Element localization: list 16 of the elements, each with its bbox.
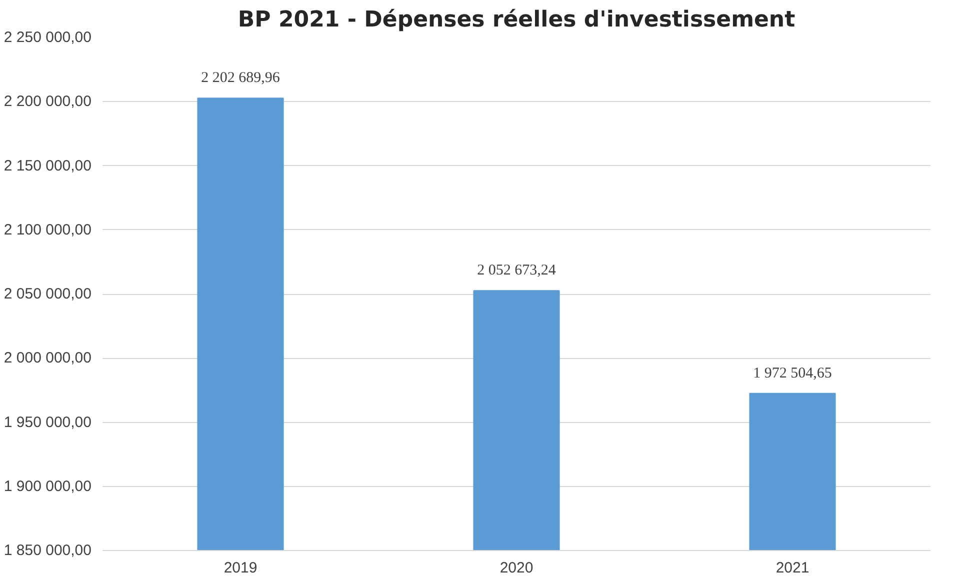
y-tick-label: 2 150 000,00 bbox=[4, 157, 92, 174]
x-tick-label: 2020 bbox=[500, 560, 534, 576]
chart-title: BP 2021 - Dépenses réelles d'investissement bbox=[238, 8, 796, 32]
y-tick-label: 2 200 000,00 bbox=[4, 93, 92, 110]
data-label: 1 972 504,65 bbox=[753, 365, 832, 382]
x-tick-label: 2019 bbox=[224, 560, 258, 576]
y-tick-label: 1 950 000,00 bbox=[4, 414, 92, 431]
y-tick-label: 2 000 000,00 bbox=[4, 350, 92, 367]
y-tick-label: 1 850 000,00 bbox=[4, 542, 92, 559]
y-tick-label: 2 050 000,00 bbox=[4, 286, 92, 302]
y-tick-label: 1 900 000,00 bbox=[4, 478, 92, 495]
y-tick-label: 2 100 000,00 bbox=[4, 221, 92, 238]
x-tick-label: 2021 bbox=[776, 560, 810, 576]
y-tick-label: 2 250 000,00 bbox=[4, 29, 92, 46]
data-label: 2 052 673,24 bbox=[477, 262, 556, 279]
data-label: 2 202 689,96 bbox=[201, 70, 280, 86]
